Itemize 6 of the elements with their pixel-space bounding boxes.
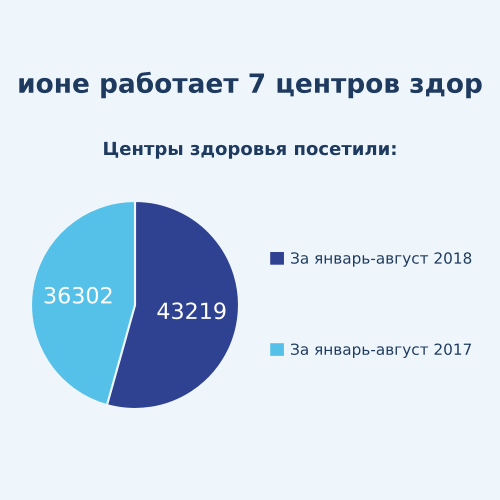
legend-label: За январь-август 2017 [291,343,471,358]
chart-title: ионе работает 7 центров здор [19,72,482,98]
legend-label: За январь-август 2018 [291,252,472,267]
chart-subtitle: Центры здоровья посетили: [104,142,396,159]
data-label: 36302 [44,286,112,304]
data-label: 43219 [157,302,226,320]
